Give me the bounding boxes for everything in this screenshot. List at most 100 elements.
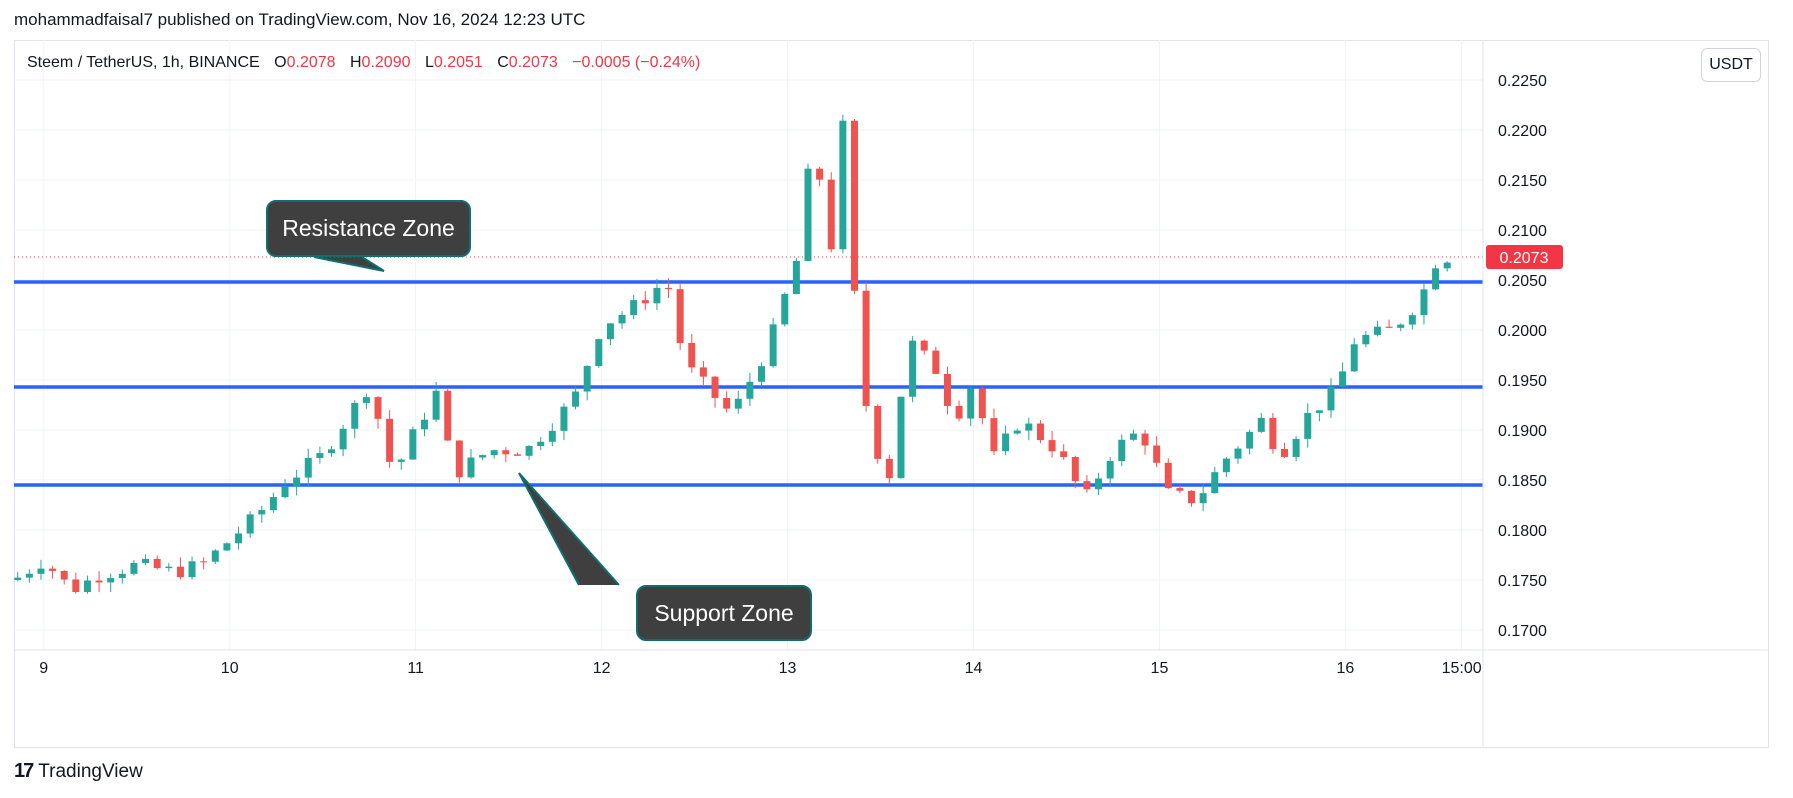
open-value: 0.2078	[286, 54, 336, 71]
candle-body	[723, 397, 731, 409]
candle-body	[653, 287, 661, 304]
candle-body	[1234, 448, 1242, 459]
candle-body	[1013, 430, 1021, 434]
candle	[1420, 284, 1428, 325]
candle-body	[1048, 440, 1056, 452]
candle	[630, 294, 638, 320]
candle	[1315, 410, 1323, 422]
candle-body	[1257, 417, 1265, 432]
candle-body	[60, 570, 68, 580]
candle	[583, 365, 591, 401]
symbol-legend: Steem / TetherUS, 1h, BINANCE O0.2078 H0…	[27, 54, 700, 72]
currency-unit-button[interactable]: USDT	[1701, 48, 1761, 82]
candle-body	[1432, 268, 1440, 290]
candle	[1269, 413, 1277, 454]
candle-body	[107, 578, 115, 583]
candle-body	[1153, 445, 1161, 463]
high-label: H	[349, 54, 362, 71]
resistance-callout-pointer-edge	[313, 256, 385, 272]
candle	[362, 393, 370, 409]
candle	[479, 454, 487, 461]
candle-body	[467, 457, 475, 478]
candle	[420, 412, 428, 437]
price-tick-label: 0.2200	[1498, 123, 1547, 140]
candle	[699, 361, 707, 385]
candle	[72, 572, 80, 594]
candle	[595, 338, 603, 368]
candle	[1141, 429, 1149, 455]
candle-body	[211, 550, 219, 562]
candle	[850, 118, 858, 295]
price-tick-label: 0.1900	[1498, 423, 1547, 440]
candle	[1153, 436, 1161, 468]
candle-body	[444, 390, 452, 441]
candle	[641, 291, 649, 310]
candle	[1036, 420, 1044, 444]
candle	[1188, 490, 1196, 507]
candle-body	[1025, 423, 1033, 431]
candle	[734, 390, 742, 414]
candle-body	[1315, 410, 1323, 413]
price-tick-label: 0.2250	[1498, 73, 1547, 90]
candle	[1397, 323, 1405, 332]
candle-body	[235, 533, 243, 544]
time-tick-label: 15:00	[1442, 660, 1482, 677]
candle	[304, 448, 312, 487]
candle-body	[455, 440, 463, 478]
candle	[1071, 455, 1079, 489]
candle-body	[83, 580, 91, 592]
tradingview-footer[interactable]: 17 TradingView	[14, 760, 143, 783]
candle	[1118, 434, 1126, 467]
candle-body	[409, 429, 417, 460]
candle-body	[95, 580, 103, 583]
candle-body	[386, 418, 394, 462]
price-chart[interactable]: 0.2073 0.17000.17500.18000.18500.19000.1…	[14, 40, 1769, 748]
time-tick-label: 9	[39, 660, 48, 677]
candle-body	[432, 390, 440, 420]
candle	[618, 311, 626, 329]
candle-body	[676, 289, 684, 343]
candle-body	[37, 568, 45, 574]
candle-body	[1083, 481, 1091, 490]
candle	[606, 323, 614, 346]
candle	[432, 382, 440, 422]
candle	[548, 423, 556, 447]
candle	[688, 333, 696, 373]
candle	[804, 163, 812, 262]
candle	[118, 569, 126, 584]
zone-lines	[14, 256, 1483, 586]
candle-body	[14, 577, 22, 580]
candle	[653, 278, 661, 311]
candle	[711, 375, 719, 408]
last-price-line: 0.2073	[14, 245, 1563, 269]
candle	[758, 362, 766, 387]
candle	[1350, 338, 1358, 373]
candle-body	[1350, 344, 1358, 372]
candle	[1304, 403, 1312, 448]
candle	[978, 386, 986, 425]
candle	[95, 571, 103, 593]
time-tick-label: 16	[1336, 660, 1354, 677]
candle-body	[1280, 448, 1288, 457]
candle-body	[142, 558, 150, 564]
candle-body	[1443, 262, 1451, 269]
tradingview-brand: TradingView	[38, 760, 143, 782]
candle	[1211, 466, 1219, 494]
candle-body	[1199, 493, 1207, 504]
time-tick-label: 10	[221, 660, 239, 677]
candle	[1199, 483, 1207, 512]
candle-body	[130, 563, 138, 574]
candle-body	[153, 558, 161, 569]
candle	[351, 400, 359, 439]
candle	[1385, 319, 1393, 328]
candle	[60, 570, 68, 585]
change-value: −0.0005 (−0.24%)	[572, 54, 701, 71]
candle-body	[943, 373, 951, 406]
candle	[293, 469, 301, 496]
candle-body	[862, 290, 870, 406]
candle	[1013, 428, 1021, 435]
candle-body	[1408, 315, 1416, 325]
candle-body	[479, 455, 487, 458]
candle-body	[1397, 324, 1405, 328]
candle	[467, 449, 475, 479]
